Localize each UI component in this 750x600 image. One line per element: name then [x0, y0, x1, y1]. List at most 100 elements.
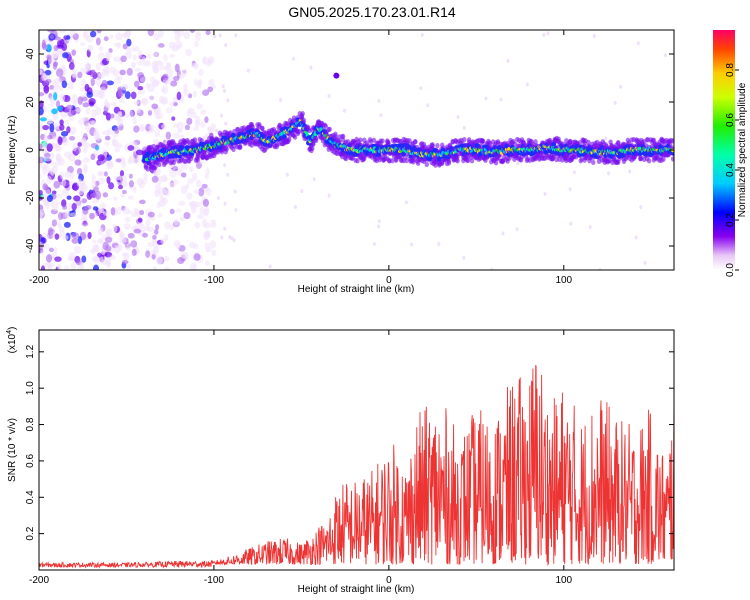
heatmap-cell [619, 84, 623, 89]
heatmap-cell [404, 157, 409, 164]
heatmap-cell [147, 211, 155, 218]
heatmap-cell [145, 250, 151, 258]
heatmap-cell [152, 234, 157, 240]
heatmap-cell [177, 30, 185, 37]
heatmap-cell [121, 33, 128, 39]
heatmap-cell [133, 228, 142, 234]
heatmap-cell [115, 206, 122, 216]
heatmap-cell [61, 178, 67, 187]
heatmap-cell [104, 141, 110, 146]
heatmap-cell [39, 84, 44, 91]
heatmap-cell [174, 63, 180, 73]
heatmap-cell [389, 158, 395, 164]
heatmap-cell [67, 256, 75, 261]
heatmap-cell [52, 122, 61, 130]
heatmap-cell [201, 218, 208, 228]
heatmap-cell [588, 225, 592, 230]
heatmap-cell [193, 253, 201, 261]
heatmap-cell [133, 100, 140, 105]
heatmap-cell [46, 118, 54, 124]
heatmap-cell [221, 84, 225, 89]
heatmap-cell [123, 113, 130, 118]
y-tick-label: 0.8 [25, 417, 36, 431]
heatmap-cell [143, 172, 148, 181]
heatmap-cell [358, 137, 363, 143]
heatmap-cell [137, 50, 143, 59]
heatmap-cell [543, 191, 547, 196]
heatmap-cell [210, 123, 217, 129]
heatmap-cell [127, 145, 135, 151]
heatmap-cell [145, 54, 152, 59]
heatmap-cell [102, 192, 109, 198]
heatmap-cell [121, 260, 129, 265]
x-tick-label: -200 [29, 575, 49, 586]
heatmap-cell [117, 118, 124, 127]
heatmap-cell [66, 126, 71, 134]
heatmap-cell [85, 35, 94, 43]
heatmap-cell [164, 255, 170, 262]
heatmap-cell [224, 121, 228, 126]
heatmap-cell [598, 267, 602, 270]
heatmap-cell [39, 208, 45, 215]
heatmap-cell [65, 104, 74, 111]
heatmap-cell [506, 58, 510, 63]
heatmap-cell [268, 264, 272, 269]
heatmap-cell [87, 231, 92, 240]
y-tick-label: 0.4 [25, 490, 36, 504]
heatmap-cell [355, 158, 360, 164]
heatmap-cell [515, 227, 519, 232]
heatmap-cell [82, 31, 88, 38]
heatmap-cell [173, 218, 179, 227]
heatmap-cell [63, 265, 70, 270]
heatmap-cell [119, 175, 128, 183]
heatmap-cell [127, 232, 135, 239]
heatmap-cell [178, 134, 185, 140]
heatmap-cell [90, 77, 95, 87]
heatmap-cell [173, 75, 180, 82]
heatmap-cell [137, 88, 145, 96]
heatmap-cell [210, 222, 217, 228]
heatmap-cell [118, 98, 125, 104]
heatmap-cell [90, 153, 96, 161]
heatmap-cell [114, 127, 120, 134]
heatmap-cell [207, 86, 214, 93]
heatmap-cell [159, 62, 164, 71]
heatmap-cell [189, 166, 194, 173]
heatmap-cell [119, 170, 125, 177]
heatmap-cell [223, 201, 227, 206]
heatmap-cell [162, 73, 169, 81]
heatmap-cell [62, 205, 68, 210]
heatmap-cell [83, 166, 88, 174]
heatmap-cell [128, 173, 133, 179]
heatmap-cell [47, 227, 54, 237]
heatmap-cell [51, 203, 59, 212]
heatmap-cell [102, 130, 110, 136]
heatmap-cell [54, 77, 62, 85]
heatmap-cell [70, 212, 78, 218]
heatmap-cell [59, 123, 65, 131]
heatmap-cells [39, 30, 674, 270]
heatmap-cell [643, 260, 647, 265]
heatmap-cell [462, 125, 466, 130]
colorbar-tick-label: 0.8 [725, 63, 736, 77]
heatmap-cell [184, 124, 191, 131]
heatmap-cell [220, 235, 224, 240]
heatmap-cell [39, 156, 45, 164]
heatmap-cell [170, 80, 178, 87]
heatmap-cell [76, 178, 83, 188]
heatmap-cell [39, 107, 44, 116]
heatmap-cell [93, 150, 99, 156]
heatmap-cell [39, 190, 43, 196]
y-tick-label: 1.0 [25, 381, 36, 395]
heatmap-cell [105, 112, 111, 121]
heatmap-cell [616, 139, 621, 146]
x-tick-label: -100 [204, 275, 224, 286]
heatmap-cell [41, 42, 47, 50]
heatmap-cell [194, 201, 202, 208]
x-tick-label: 100 [555, 275, 572, 286]
heatmap-cell [110, 102, 118, 107]
heatmap-cell [92, 89, 100, 98]
heatmap-cell [234, 207, 238, 212]
heatmap-cell [86, 91, 93, 98]
heatmap-cell [131, 61, 137, 69]
